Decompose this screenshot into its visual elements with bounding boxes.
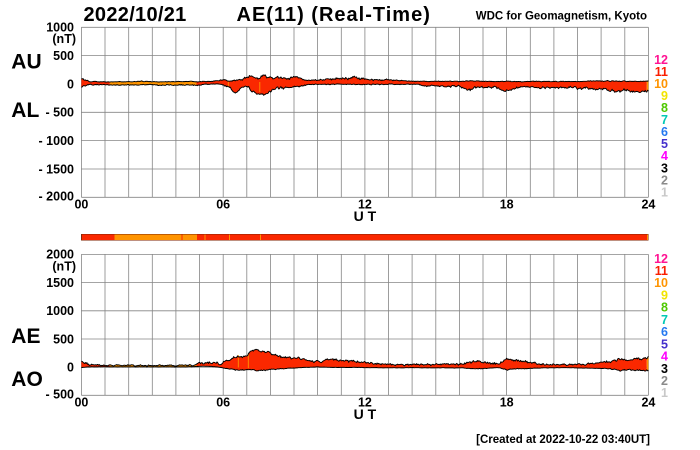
svg-text:4: 4 bbox=[661, 149, 668, 163]
svg-text:AU: AU bbox=[11, 51, 42, 74]
svg-text:WDC for Geomagnetism, Kyoto: WDC for Geomagnetism, Kyoto bbox=[476, 11, 647, 23]
svg-text:12: 12 bbox=[654, 252, 668, 266]
svg-text:(nT): (nT) bbox=[52, 32, 76, 46]
svg-text:1: 1 bbox=[661, 185, 668, 199]
svg-text:2022/10/21: 2022/10/21 bbox=[84, 4, 187, 26]
svg-text:8: 8 bbox=[661, 301, 668, 315]
svg-text:24: 24 bbox=[641, 395, 655, 409]
svg-text:AE(11) (Real-Time): AE(11) (Real-Time) bbox=[237, 4, 431, 26]
svg-text:7: 7 bbox=[661, 313, 668, 327]
svg-text:4: 4 bbox=[661, 350, 668, 364]
svg-text:5: 5 bbox=[661, 337, 668, 351]
svg-text:10: 10 bbox=[654, 276, 668, 290]
svg-text:0: 0 bbox=[67, 361, 74, 375]
svg-text:11: 11 bbox=[655, 65, 668, 79]
svg-text:2000: 2000 bbox=[46, 248, 74, 262]
svg-text:U T: U T bbox=[354, 406, 377, 422]
svg-text:[Created at 2022-10-22 03:40UT: [Created at 2022-10-22 03:40UT] bbox=[476, 434, 650, 446]
svg-text:500: 500 bbox=[53, 49, 74, 63]
svg-text:2: 2 bbox=[661, 374, 668, 388]
svg-text:06: 06 bbox=[216, 197, 230, 211]
svg-text:1000: 1000 bbox=[46, 21, 74, 35]
svg-text:3: 3 bbox=[661, 161, 668, 175]
svg-text:12: 12 bbox=[358, 197, 372, 211]
svg-text:12: 12 bbox=[654, 53, 668, 67]
svg-text:AE: AE bbox=[11, 325, 41, 348]
svg-text:11: 11 bbox=[655, 264, 668, 278]
svg-text:2: 2 bbox=[661, 173, 668, 187]
svg-text:(nT): (nT) bbox=[52, 259, 76, 273]
svg-text:18: 18 bbox=[500, 395, 514, 409]
svg-text:0: 0 bbox=[67, 77, 74, 91]
svg-text:5: 5 bbox=[661, 137, 668, 151]
svg-text:- 500: - 500 bbox=[46, 106, 75, 120]
svg-text:AO: AO bbox=[11, 368, 43, 391]
svg-text:U T: U T bbox=[354, 208, 377, 224]
svg-text:- 500: - 500 bbox=[46, 387, 75, 401]
svg-text:8: 8 bbox=[661, 101, 668, 115]
svg-text:00: 00 bbox=[74, 197, 88, 211]
svg-text:10: 10 bbox=[654, 77, 668, 91]
svg-text:00: 00 bbox=[74, 395, 88, 409]
svg-text:9: 9 bbox=[661, 89, 668, 103]
svg-text:- 1500: - 1500 bbox=[39, 162, 74, 176]
svg-text:1500: 1500 bbox=[46, 276, 74, 290]
svg-text:18: 18 bbox=[500, 197, 514, 211]
svg-text:9: 9 bbox=[661, 288, 668, 302]
svg-text:6: 6 bbox=[661, 325, 668, 339]
svg-text:- 1000: - 1000 bbox=[39, 134, 74, 148]
svg-text:7: 7 bbox=[661, 113, 668, 127]
svg-text:06: 06 bbox=[216, 395, 230, 409]
svg-text:6: 6 bbox=[661, 125, 668, 139]
svg-text:- 2000: - 2000 bbox=[39, 189, 74, 203]
svg-text:24: 24 bbox=[641, 197, 655, 211]
svg-text:500: 500 bbox=[53, 332, 74, 346]
svg-text:12: 12 bbox=[358, 395, 372, 409]
svg-text:AL: AL bbox=[11, 99, 39, 122]
svg-text:1000: 1000 bbox=[46, 304, 74, 318]
svg-text:1: 1 bbox=[661, 386, 668, 400]
svg-text:3: 3 bbox=[661, 362, 668, 376]
